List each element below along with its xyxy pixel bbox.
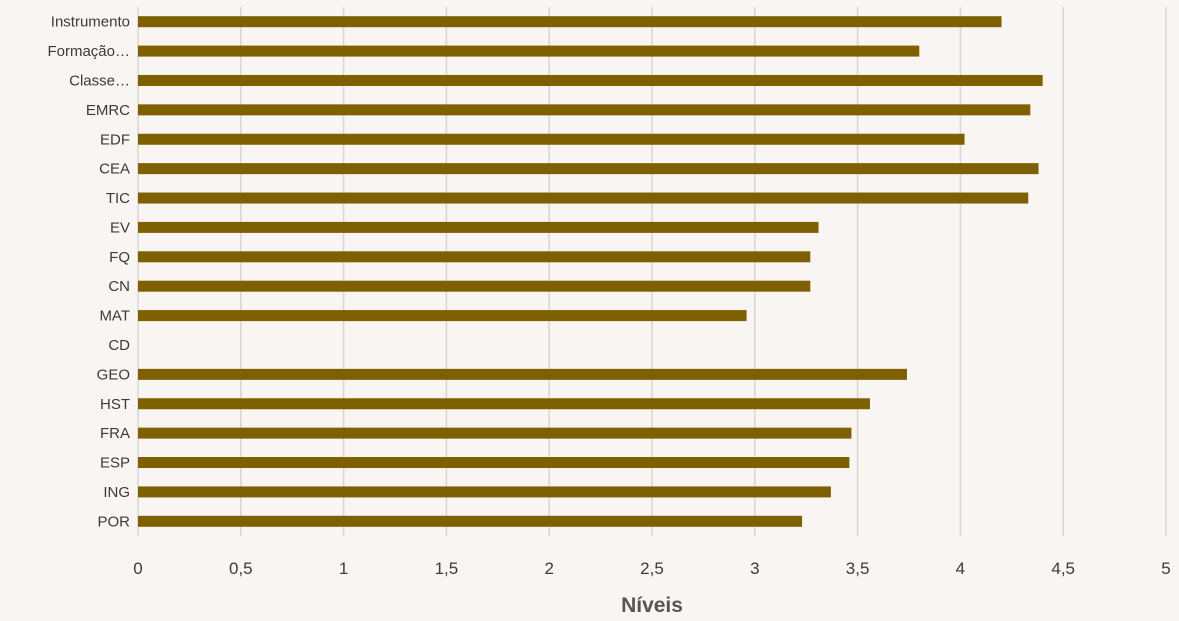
gridlines [137, 7, 1167, 536]
x-tick-label: 1 [339, 559, 348, 578]
x-tick-label: 2,5 [640, 559, 664, 578]
category-label: GEO [97, 366, 130, 383]
x-axis-title: Níveis [621, 594, 683, 617]
category-label: Formação… [47, 43, 130, 60]
bar [138, 457, 850, 469]
category-label: EDF [100, 131, 130, 148]
x-tick-label: 2 [544, 559, 553, 578]
category-label: Classe… [69, 72, 130, 89]
bar [138, 486, 831, 498]
bar [138, 104, 1031, 116]
x-tick-label: 0 [133, 559, 142, 578]
category-label: TIC [106, 190, 130, 207]
bar [138, 515, 803, 527]
x-tick-label: 0,5 [229, 559, 253, 578]
category-label: CN [108, 278, 130, 295]
category-label: FQ [109, 249, 130, 266]
bar [138, 163, 1039, 175]
bar [138, 16, 1002, 28]
x-tick-label: 4,5 [1051, 559, 1075, 578]
bar [138, 398, 870, 410]
bar [138, 427, 852, 439]
bar [138, 368, 907, 380]
category-label: ESP [100, 455, 130, 472]
category-label: FRA [100, 425, 130, 442]
category-label: EV [110, 219, 130, 236]
x-tick-labels: 0 0,5 1 1,5 2 2,5 3 3,5 4 4,5 5 [133, 559, 1170, 578]
bar [138, 280, 811, 292]
x-tick-label: 5 [1161, 559, 1170, 578]
bar [138, 133, 965, 145]
bar [138, 192, 1029, 204]
bar [138, 74, 1043, 86]
category-labels: Instrumento Formação… Classe… EMRC EDF CEA TIC… [47, 14, 130, 531]
bars [138, 16, 1043, 527]
category-label: HST [100, 396, 130, 413]
category-label: CEA [99, 161, 130, 178]
category-label: CD [108, 337, 130, 354]
bar [138, 45, 920, 57]
category-label: MAT [99, 308, 130, 325]
x-tick-label: 4 [956, 559, 965, 578]
category-label: Instrumento [51, 14, 130, 31]
category-label: ING [103, 484, 130, 501]
category-label: EMRC [86, 102, 130, 119]
x-tick-label: 3,5 [846, 559, 870, 578]
bar [138, 251, 811, 263]
category-label: POR [97, 513, 130, 530]
x-tick-label: 3 [750, 559, 759, 578]
x-tick-label: 1,5 [435, 559, 459, 578]
bar [138, 310, 747, 322]
bar [138, 221, 819, 233]
